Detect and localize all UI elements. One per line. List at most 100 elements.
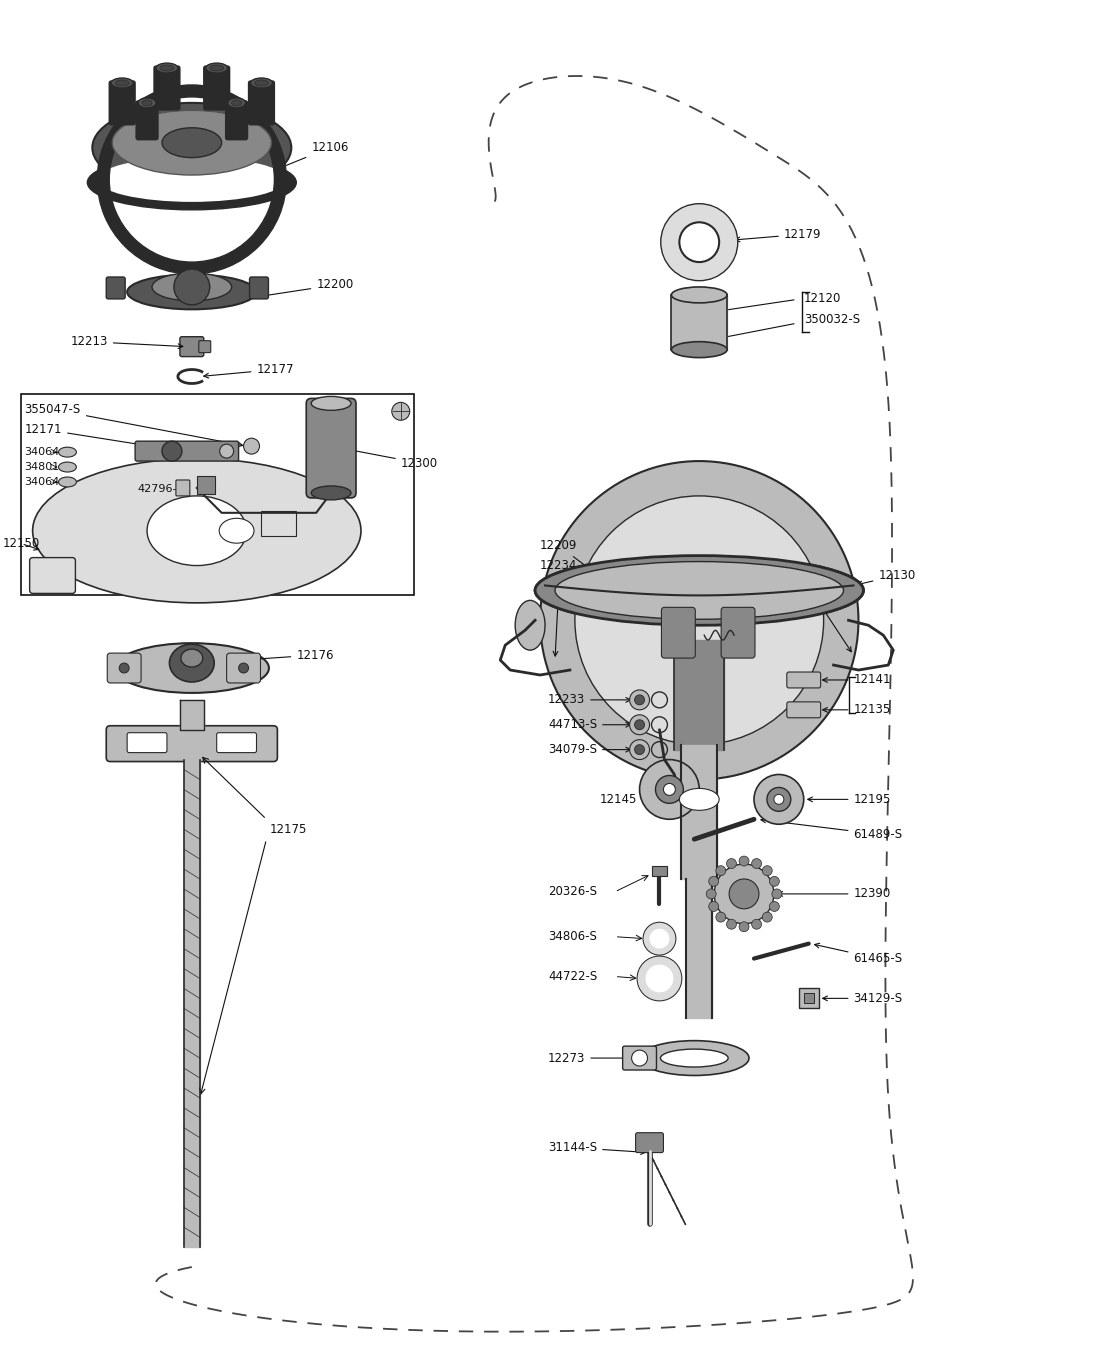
- Ellipse shape: [228, 99, 246, 108]
- Ellipse shape: [161, 128, 221, 158]
- Text: 12175: 12175: [270, 822, 306, 836]
- FancyBboxPatch shape: [154, 66, 180, 109]
- Ellipse shape: [156, 63, 178, 73]
- Ellipse shape: [210, 65, 223, 72]
- Circle shape: [679, 223, 719, 262]
- Ellipse shape: [181, 649, 202, 667]
- Bar: [21, 394, 414, 595]
- Text: 34801-S: 34801-S: [24, 462, 71, 472]
- FancyBboxPatch shape: [306, 398, 356, 498]
- Circle shape: [629, 714, 649, 734]
- Text: 12233: 12233: [549, 694, 630, 706]
- Text: 12144: 12144: [789, 579, 852, 652]
- Text: 61465-S: 61465-S: [815, 944, 902, 965]
- Ellipse shape: [59, 477, 76, 487]
- Text: 350032-S: 350032-S: [804, 313, 859, 327]
- Ellipse shape: [206, 63, 228, 73]
- FancyBboxPatch shape: [199, 340, 211, 352]
- Text: 12234: 12234: [540, 559, 666, 624]
- FancyBboxPatch shape: [107, 653, 142, 683]
- Text: 12120: 12120: [804, 293, 841, 305]
- Ellipse shape: [33, 459, 361, 603]
- Bar: [261, 510, 296, 536]
- FancyBboxPatch shape: [127, 733, 167, 752]
- Circle shape: [766, 787, 791, 811]
- Circle shape: [656, 775, 684, 803]
- Wedge shape: [644, 923, 676, 954]
- FancyBboxPatch shape: [136, 101, 158, 139]
- Circle shape: [392, 402, 409, 420]
- Circle shape: [635, 720, 645, 730]
- Ellipse shape: [169, 644, 215, 682]
- Text: 12135: 12135: [823, 703, 890, 717]
- Text: 44722-S: 44722-S: [549, 971, 597, 983]
- Circle shape: [770, 902, 780, 911]
- Bar: [197, 477, 215, 494]
- Text: 44713-S: 44713-S: [549, 718, 630, 732]
- Ellipse shape: [679, 788, 719, 810]
- Text: 12141: 12141: [823, 674, 891, 686]
- Circle shape: [729, 879, 759, 909]
- Ellipse shape: [112, 111, 271, 176]
- Text: 12177: 12177: [204, 363, 294, 378]
- Circle shape: [772, 888, 782, 899]
- Circle shape: [770, 876, 780, 887]
- Ellipse shape: [112, 78, 133, 88]
- Text: 61489-S: 61489-S: [761, 818, 902, 841]
- Ellipse shape: [147, 495, 247, 566]
- Circle shape: [635, 745, 645, 755]
- Circle shape: [161, 441, 181, 462]
- Wedge shape: [637, 957, 681, 1000]
- Circle shape: [774, 794, 784, 805]
- Circle shape: [716, 865, 726, 876]
- FancyBboxPatch shape: [786, 672, 821, 688]
- Text: 12130: 12130: [857, 568, 916, 586]
- Circle shape: [243, 439, 260, 454]
- Ellipse shape: [535, 556, 864, 625]
- Text: 12213: 12213: [71, 335, 182, 348]
- Text: 12390: 12390: [778, 887, 890, 900]
- Text: 34129-S: 34129-S: [823, 992, 902, 1004]
- Circle shape: [762, 913, 772, 922]
- Circle shape: [709, 876, 719, 887]
- Ellipse shape: [115, 80, 129, 86]
- Text: 34079-S: 34079-S: [549, 743, 630, 756]
- Ellipse shape: [311, 397, 351, 410]
- Ellipse shape: [97, 157, 286, 202]
- FancyBboxPatch shape: [636, 1133, 664, 1153]
- FancyBboxPatch shape: [226, 101, 248, 139]
- Bar: [799, 988, 818, 1008]
- Text: 12106: 12106: [260, 142, 348, 177]
- Text: 12144: 12144: [540, 579, 577, 656]
- Wedge shape: [661, 204, 737, 279]
- Wedge shape: [97, 85, 286, 274]
- Text: 12179: 12179: [735, 228, 822, 242]
- Circle shape: [739, 922, 749, 931]
- FancyBboxPatch shape: [106, 277, 125, 298]
- Circle shape: [220, 444, 233, 458]
- FancyBboxPatch shape: [786, 702, 821, 718]
- Circle shape: [752, 859, 762, 868]
- FancyBboxPatch shape: [250, 277, 269, 298]
- Ellipse shape: [87, 155, 296, 209]
- Circle shape: [707, 888, 717, 899]
- FancyBboxPatch shape: [227, 653, 261, 683]
- Ellipse shape: [671, 342, 727, 358]
- FancyBboxPatch shape: [176, 481, 190, 495]
- Circle shape: [629, 690, 649, 710]
- Text: 12273: 12273: [549, 1052, 636, 1065]
- FancyBboxPatch shape: [135, 441, 239, 462]
- Circle shape: [639, 760, 699, 819]
- Ellipse shape: [254, 80, 269, 86]
- Ellipse shape: [59, 462, 76, 472]
- Circle shape: [174, 269, 210, 305]
- Ellipse shape: [219, 518, 254, 543]
- Ellipse shape: [251, 78, 272, 88]
- FancyBboxPatch shape: [180, 336, 204, 356]
- Circle shape: [119, 663, 129, 674]
- Bar: [804, 994, 814, 1003]
- Ellipse shape: [160, 65, 174, 72]
- FancyBboxPatch shape: [30, 558, 75, 594]
- Circle shape: [727, 919, 737, 929]
- Ellipse shape: [671, 288, 727, 302]
